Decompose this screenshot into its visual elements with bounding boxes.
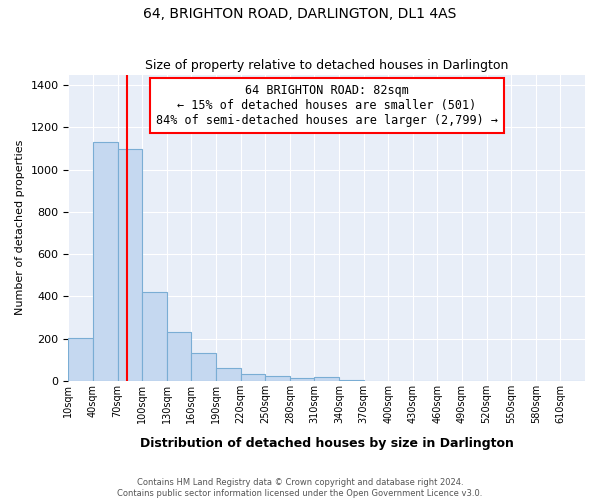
Bar [118,148,142,381]
Bar [314,376,339,381]
Bar [339,380,364,381]
Bar [191,354,216,381]
Bar [142,292,167,381]
Title: Size of property relative to detached houses in Darlington: Size of property relative to detached ho… [145,59,508,72]
Text: 64 BRIGHTON ROAD: 82sqm
← 15% of detached houses are smaller (501)
84% of semi-d: 64 BRIGHTON ROAD: 82sqm ← 15% of detache… [156,84,498,126]
Bar [290,378,314,381]
Bar [68,338,93,381]
Bar [93,142,118,381]
Text: Contains HM Land Registry data © Crown copyright and database right 2024.
Contai: Contains HM Land Registry data © Crown c… [118,478,482,498]
Bar [167,332,191,381]
Bar [265,376,290,381]
Y-axis label: Number of detached properties: Number of detached properties [15,140,25,316]
X-axis label: Distribution of detached houses by size in Darlington: Distribution of detached houses by size … [140,437,514,450]
Bar [216,368,241,381]
Text: 64, BRIGHTON ROAD, DARLINGTON, DL1 4AS: 64, BRIGHTON ROAD, DARLINGTON, DL1 4AS [143,8,457,22]
Bar [241,374,265,381]
